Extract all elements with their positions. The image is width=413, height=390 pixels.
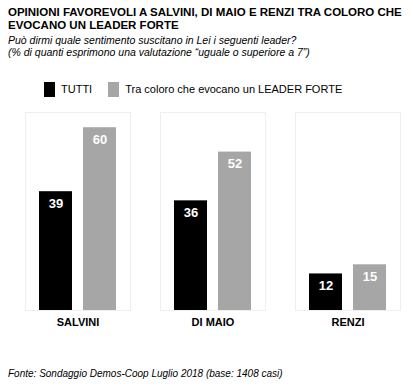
html-text:TUTTI: TUTTI (61, 83, 93, 95)
svg-text:RENZI: RENZI (332, 316, 365, 328)
svg-text:52: 52 (228, 156, 242, 171)
svg-text:12: 12 (319, 278, 333, 293)
svg-text:15: 15 (363, 269, 377, 284)
svg-text:60: 60 (93, 132, 107, 147)
svg-text:39: 39 (49, 196, 63, 211)
html-text:Fonte: Sondaggio Demos-Coop Lu: Fonte: Sondaggio Demos-Coop Luglio 2018 … (8, 368, 283, 379)
svg-text:DI MAIO: DI MAIO (192, 316, 235, 328)
html-text:Può dirmi quale sentimento sus: Può dirmi quale sentimento suscitano in … (8, 34, 310, 58)
html-text:Tra coloro che evocano un LEAD: Tra coloro che evocano un LEADER FORTE (125, 83, 343, 95)
svg-text:SALVINI: SALVINI (57, 316, 100, 328)
html-text:OPINIONI FAVOREVOLI A SALVINI,: OPINIONI FAVOREVOLI A SALVINI, DI MAIO E… (8, 6, 402, 31)
svg-text:36: 36 (184, 205, 198, 220)
